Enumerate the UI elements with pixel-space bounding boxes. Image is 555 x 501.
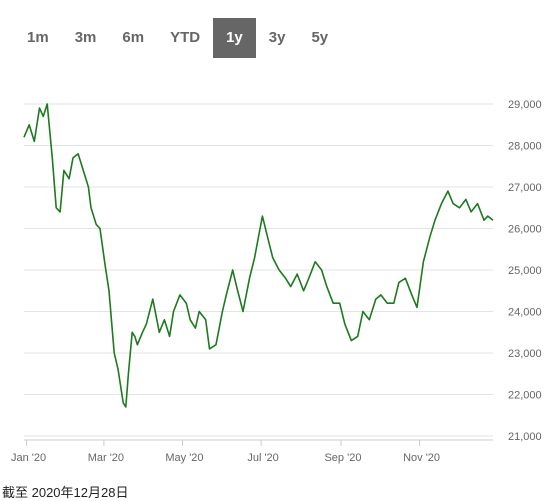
y-tick-label: 21,000 xyxy=(508,431,542,443)
y-tick-label: 23,000 xyxy=(508,348,542,360)
x-tick-label: Jan '20 xyxy=(11,452,46,464)
series-line xyxy=(23,103,494,408)
x-tick-label: Sep '20 xyxy=(324,452,361,464)
gridlines xyxy=(24,103,493,437)
x-tick-label: Nov '20 xyxy=(403,452,440,464)
y-tick-label: 26,000 xyxy=(508,224,542,236)
y-tick-label: 24,000 xyxy=(508,307,542,319)
y-tick-label: 25,000 xyxy=(508,265,542,277)
range-tab-5y[interactable]: 5y xyxy=(311,29,329,46)
as-of-date: 截至 2020年12月28日 xyxy=(2,485,129,500)
range-tab-1y[interactable]: 1y xyxy=(213,18,256,58)
x-tick-label: Jul '20 xyxy=(247,452,278,464)
range-tab-3y[interactable]: 3y xyxy=(268,29,286,46)
y-tick-label: 28,000 xyxy=(508,141,542,153)
range-tab-6m[interactable]: 6m xyxy=(122,29,145,46)
range-tab-1m[interactable]: 1m xyxy=(27,29,49,46)
range-tabs: 1m 3m 6m YTD 1y 3y 5y xyxy=(14,18,341,58)
y-tick-label: 27,000 xyxy=(508,182,542,194)
y-tick-label: 22,000 xyxy=(508,390,542,402)
x-tick-label: Mar '20 xyxy=(88,452,124,464)
range-tab-3m[interactable]: 3m xyxy=(74,29,97,46)
x-tick-label: May '20 xyxy=(165,452,203,464)
y-tick-label: 29,000 xyxy=(508,99,542,111)
x-axis-ticks: Jan '20 Mar '20 May '20 Jul '20 Sep '20 Nov '… xyxy=(11,440,440,464)
range-tab-ytd[interactable]: YTD xyxy=(170,29,201,46)
y-axis-labels: 21,000 22,000 23,000 24,000 25,000 26,000 27,0… xyxy=(508,99,542,443)
